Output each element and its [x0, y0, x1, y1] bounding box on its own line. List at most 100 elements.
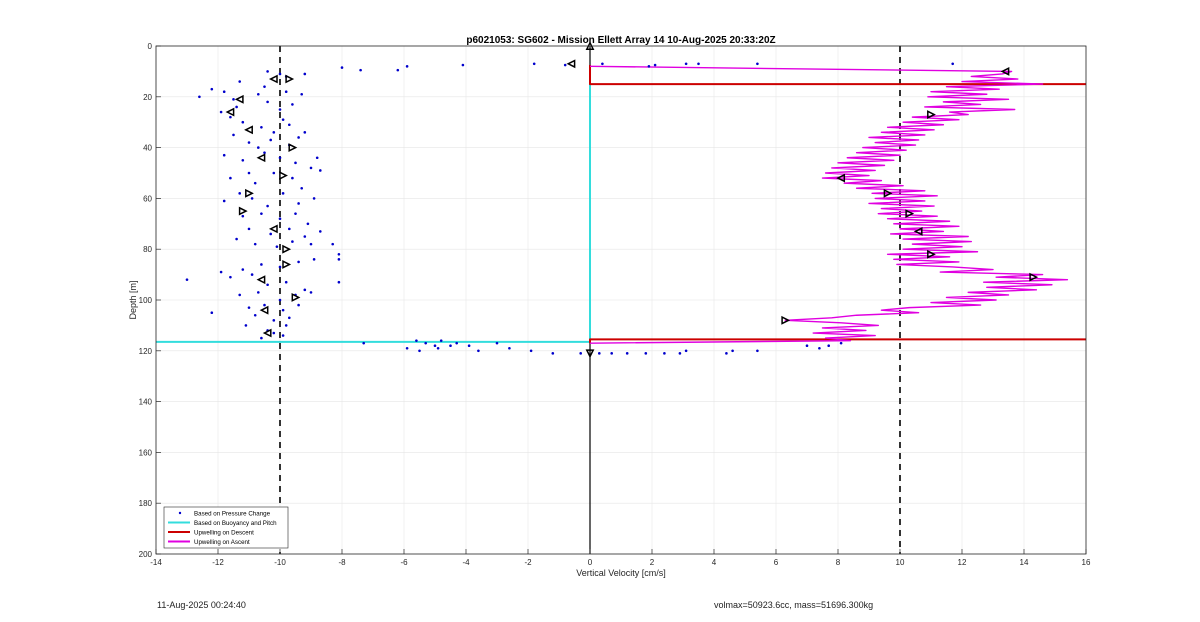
pressure-change-point [238, 293, 241, 297]
pressure-change-point [731, 349, 734, 353]
pressure-change-point [337, 252, 341, 256]
pressure-change-point [461, 63, 465, 67]
pressure-change-point [315, 156, 319, 160]
series-lines [156, 65, 1086, 344]
x-axis-label: Vertical Velocity [cm/s] [576, 568, 666, 578]
pressure-change-point [951, 62, 954, 66]
x-tick-label: 16 [1082, 558, 1091, 567]
pressure-change-point [839, 341, 843, 345]
upwelling-on-descent-line [589, 65, 1086, 86]
pressure-change-point [418, 349, 421, 353]
legend-swatch-dot [178, 511, 182, 515]
pressure-change-point [551, 352, 555, 355]
y-tick-label: 160 [139, 448, 153, 457]
pressure-change-point [306, 222, 310, 226]
triangle-marker-left [256, 275, 266, 285]
pressure-change-point [340, 66, 344, 69]
pressure-change-point [818, 346, 821, 350]
pressure-change-point [303, 288, 307, 292]
pressure-change-point [232, 98, 235, 101]
pressure-change-point [359, 68, 362, 72]
triangle-marker-right [285, 74, 295, 84]
pressure-change-point [284, 324, 288, 327]
pressure-change-point [247, 141, 251, 144]
pressure-change-point [439, 339, 443, 342]
pressure-change-point [263, 151, 266, 154]
pressure-change-point [477, 349, 480, 353]
pressure-change-point [266, 100, 269, 104]
triangle-marker-left [256, 153, 266, 163]
pressure-change-point [684, 62, 688, 66]
triangle-marker-left [1000, 66, 1010, 76]
y-tick-label: 100 [139, 296, 153, 305]
pressure-change-point [222, 199, 226, 203]
x-tick-label: -12 [212, 558, 224, 567]
x-tick-label: -6 [400, 558, 408, 567]
pressure-change-point [827, 344, 830, 348]
pressure-change-point [244, 324, 248, 327]
pressure-change-point [257, 146, 260, 149]
triangle-marker-left [566, 59, 576, 69]
pressure-change-point [312, 197, 316, 200]
pressure-change-point [319, 230, 322, 233]
pressure-change-point [281, 334, 285, 337]
pressure-change-point [309, 242, 313, 246]
x-tick-label: 4 [712, 558, 717, 567]
pressure-change-point [436, 346, 440, 350]
pressure-change-point [684, 349, 688, 353]
triangle-marker-left [268, 74, 278, 84]
pressure-change-point [297, 202, 300, 205]
triangle-marker-right [282, 244, 292, 254]
pressure-change-point [222, 153, 226, 157]
x-tick-label: -4 [462, 558, 470, 567]
triangle-marker-right [883, 188, 893, 198]
pressure-change-point [263, 303, 266, 307]
pressure-change-point [253, 313, 257, 317]
triangle-marker-right [245, 188, 254, 198]
y-axis-label: Depth [m] [128, 280, 138, 319]
pressure-change-point [288, 123, 291, 127]
pressure-change-point [805, 344, 809, 348]
pressure-change-point [529, 349, 533, 353]
triangle-marker-right [279, 171, 288, 180]
x-tick-label: 14 [1020, 558, 1029, 567]
pressure-change-point [269, 138, 273, 142]
pressure-change-point [266, 283, 269, 287]
pressure-change-point [610, 352, 613, 355]
pressure-change-point [278, 217, 282, 221]
pressure-change-point [424, 341, 428, 345]
pressure-change-point [260, 263, 263, 266]
pressure-change-point [263, 85, 266, 88]
pressure-change-point [297, 136, 300, 139]
upwelling-on-ascent-line [589, 65, 1069, 344]
pressure-change-point [281, 192, 285, 195]
y-tick-label: 120 [139, 347, 153, 356]
triangle-marker-left [262, 328, 272, 338]
grid-lines [155, 45, 1087, 555]
triangle-marker-right [905, 209, 915, 219]
pressure-change-point [337, 258, 341, 261]
pressure-change-point [247, 227, 251, 231]
pressure-change-point [309, 291, 313, 294]
pressure-change-point [238, 80, 241, 83]
pressure-change-point [288, 227, 291, 231]
pressure-change-point [272, 171, 276, 175]
upwelling-on-descent-line [589, 338, 1086, 344]
pressure-change-point [241, 120, 245, 124]
pressure-change-point [563, 63, 567, 67]
pressure-change-point [697, 62, 700, 66]
pressure-change-point [579, 352, 582, 355]
y-tick-label: 20 [143, 93, 152, 102]
pressure-change-point [198, 95, 201, 99]
legend-entry: Based on Buoyancy and Pitch [194, 520, 277, 527]
pressure-change-point [222, 90, 226, 94]
pressure-change-point [241, 268, 245, 271]
y-tick-label: 40 [143, 144, 152, 153]
pressure-change-point [449, 344, 452, 348]
pressure-change-point [297, 303, 300, 307]
pressure-change-point [508, 346, 511, 350]
chart-title: p6021053: SG602 - Mission Ellett Array 1… [466, 35, 775, 46]
triangle-marker-left [225, 107, 235, 117]
pressure-change-point [185, 278, 189, 281]
x-tick-label: 0 [588, 558, 593, 567]
